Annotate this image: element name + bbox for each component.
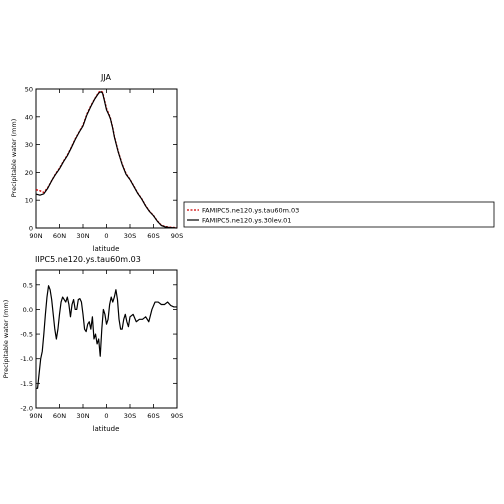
legend-label-30lev: FAMIPC5.ne120.ys.30lev.01 [202,217,291,225]
bottom-ylabel: Precipitable water (mm) [2,300,10,379]
top-ylabel: Precipitable water (mm) [10,119,18,198]
bottom-panel: IIPC5.ne120.ys.tau60m.03 90N 60N 30N 0 30S 60… [2,255,183,433]
top-xtick-label-60n: 60N [53,232,66,240]
bottom-xtick-label-60n: 60N [53,412,66,420]
bottom-xtick-label-30s: 30S [124,412,136,420]
bottom-xtick-label-30n: 30N [76,412,89,420]
bottom-xtick-label-60s: 60S [147,412,159,420]
top-xtick-label-30n: 30N [76,232,89,240]
bottom-ytick-label-0-5: 0.5 [23,281,33,289]
top-ytick-label-20: 20 [25,169,33,177]
bottom-ytick-label-0-5: -0.5 [20,331,33,339]
legend: FAMIPC5.ne120.ys.tau60m.03 FAMIPC5.ne120… [183,201,495,228]
top-xtick-label-90s: 90S [171,232,183,240]
bottom-ytick-label-1-5: -1.5 [20,380,33,388]
top-ytick-label-40: 40 [25,113,33,121]
top-series-30lev-line [35,91,178,229]
top-ytick-label-30: 30 [25,141,33,149]
top-xtick-label-30s: 30S [124,232,136,240]
bottom-xtick-label-90n: 90N [29,412,42,420]
bottom-xtick-label-90s: 90S [171,412,183,420]
bottom-plot-frame [35,269,178,409]
top-ytick-label-50: 50 [25,86,33,94]
legend-box [183,201,495,228]
bottom-ytick-label-1-0: -1.0 [20,355,33,363]
top-ytick-label-0: 0 [29,225,33,233]
bottom-title: IIPC5.ne120.ys.tau60m.03 [35,255,141,264]
top-xlabel: latitude [93,245,120,253]
top-panel: JJA 90N 60N 30N 0 30S 60S 90S 0 10 20 30 40 50 lati… [10,73,183,253]
top-series-tau60m-line [35,90,178,229]
top-xtick-label-0: 0 [104,232,108,240]
top-xtick-label-90n: 90N [29,232,42,240]
bottom-ytick-label-0-0: 0.0 [23,306,33,314]
top-title: JJA [100,73,112,82]
legend-label-tau60m: FAMIPC5.ne120.ys.tau60m.03 [202,207,299,215]
top-ytick-label-10: 10 [25,197,33,205]
bottom-diff-line [36,285,177,389]
bottom-xlabel: latitude [93,425,120,433]
bottom-ytick-label-2-0: -2.0 [20,405,33,413]
top-xtick-label-60s: 60S [147,232,159,240]
bottom-xtick-label-0: 0 [104,412,108,420]
